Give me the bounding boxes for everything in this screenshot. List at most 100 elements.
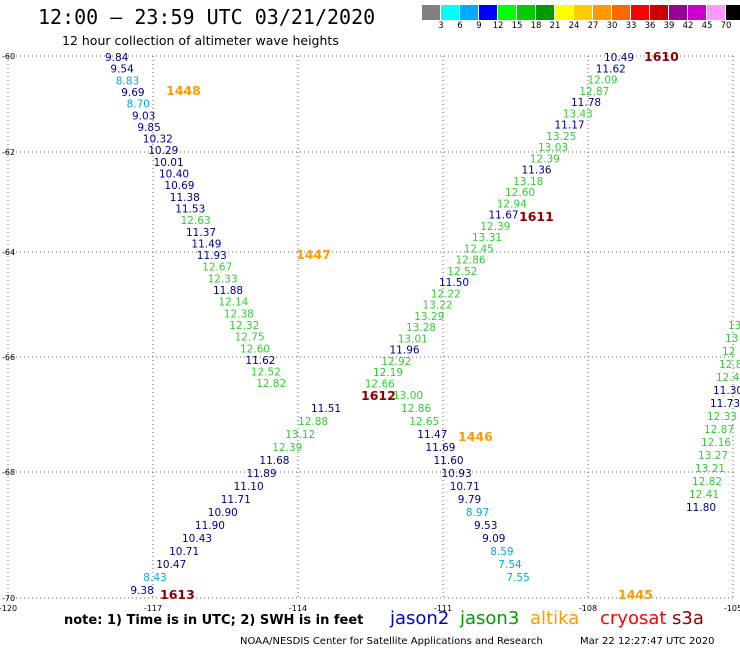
swh-value: 7.55 bbox=[506, 572, 529, 584]
swh-value: 12.39 bbox=[480, 221, 510, 233]
swh-value: 9.69 bbox=[121, 87, 144, 99]
swh-value: 12.14 bbox=[218, 297, 248, 309]
swh-value: 13.31 bbox=[472, 232, 502, 244]
legend-swatch bbox=[536, 5, 555, 20]
swh-value: 10.69 bbox=[164, 180, 194, 192]
swh-value: 11.10 bbox=[234, 481, 264, 493]
swh-value: 11.71 bbox=[221, 494, 251, 506]
swh-value: 11.62 bbox=[596, 63, 626, 75]
legend-swatch bbox=[631, 5, 650, 20]
swh-value: 11.36 bbox=[522, 165, 552, 177]
swh-value: 8.83 bbox=[116, 75, 139, 87]
legend-label: 36 bbox=[644, 21, 656, 31]
legend-swatch bbox=[593, 5, 612, 20]
generated-timestamp: Mar 22 12:27:47 UTC 2020 bbox=[580, 636, 715, 647]
swh-value: 12.87 bbox=[579, 86, 609, 98]
swh-value: 11.89 bbox=[247, 468, 277, 480]
swh-value: 12.88 bbox=[298, 416, 328, 428]
swh-value: 10.71 bbox=[450, 481, 480, 493]
swh-value: 9.03 bbox=[132, 110, 155, 122]
credit-line: NOAA/NESDIS Center for Satellite Applica… bbox=[240, 636, 543, 647]
swh-value: 12.86 bbox=[456, 255, 486, 267]
lon-label: -105 bbox=[724, 604, 740, 613]
swh-value: 11.50 bbox=[439, 277, 469, 289]
legend-label: 18 bbox=[530, 21, 542, 31]
lat-label: -66 bbox=[2, 353, 15, 362]
swh-value: 10.90 bbox=[208, 507, 238, 519]
pass-time-label: 1611 bbox=[519, 209, 554, 224]
legend-swatch bbox=[707, 5, 726, 20]
legend-label: 42 bbox=[682, 21, 694, 31]
swh-value: 12.82 bbox=[256, 378, 286, 390]
lon-label: -120 bbox=[0, 604, 17, 613]
legend-label: 39 bbox=[663, 21, 675, 31]
swh-value: 13.29 bbox=[414, 311, 444, 323]
swh-value: 12.09 bbox=[588, 75, 618, 87]
swh-value: 12.4 bbox=[716, 372, 740, 384]
swh-value: 9.54 bbox=[110, 64, 134, 76]
swh-value: 10.01 bbox=[154, 157, 184, 169]
legend-label: 24 bbox=[568, 21, 580, 31]
swh-value: 12.66 bbox=[365, 378, 395, 390]
swh-value: 8.97 bbox=[466, 507, 489, 519]
legend-swatch bbox=[726, 5, 740, 20]
swh-value: 13 bbox=[725, 333, 738, 345]
swh-value: 12.33 bbox=[707, 411, 737, 423]
pass-time-label: 1447 bbox=[296, 247, 331, 262]
legend-swatch bbox=[517, 5, 536, 20]
legend-swatch bbox=[479, 5, 498, 20]
swh-value: 11.96 bbox=[390, 345, 420, 357]
legend-swatch bbox=[669, 5, 688, 20]
legend-label: 33 bbox=[625, 21, 637, 31]
swh-value: 12.63 bbox=[181, 215, 211, 227]
swh-value: 12.33 bbox=[208, 273, 238, 285]
pass-time-label: 1612 bbox=[361, 388, 396, 403]
swh-value: 12.94 bbox=[497, 198, 527, 210]
pass-time-label: 1610 bbox=[644, 49, 679, 64]
pass-time-label: 1448 bbox=[166, 83, 201, 98]
swh-value: 12.16 bbox=[701, 437, 731, 449]
swh-value: 12 bbox=[722, 346, 735, 358]
swh-value: 12.65 bbox=[409, 416, 439, 428]
swh-value: 9.09 bbox=[482, 533, 505, 545]
swh-value: 8.59 bbox=[490, 546, 513, 558]
swh-value: 12.52 bbox=[251, 367, 281, 379]
swh-value: 12.39 bbox=[530, 153, 560, 165]
swh-value: 11.78 bbox=[571, 97, 601, 109]
swh-value: 12.60 bbox=[240, 343, 270, 355]
legend-swatch bbox=[612, 5, 631, 20]
swh-value: 12.19 bbox=[373, 367, 403, 379]
swh-value: 9.79 bbox=[458, 494, 481, 506]
swh-value: 11.90 bbox=[195, 520, 225, 532]
swh-value: 11.60 bbox=[434, 455, 464, 467]
swh-value: 9.53 bbox=[474, 520, 497, 532]
swh-value: 12.87 bbox=[704, 424, 734, 436]
swh-value: 11.38 bbox=[170, 192, 200, 204]
legend-label: 70 bbox=[720, 21, 732, 31]
legend-label: 3 bbox=[438, 21, 444, 31]
swh-value: 7.54 bbox=[498, 559, 522, 571]
swh-value: 12.86 bbox=[401, 403, 431, 415]
swh-value: 13.03 bbox=[538, 142, 568, 154]
legend-swatch bbox=[688, 5, 707, 20]
swh-value: 12.67 bbox=[202, 262, 232, 274]
swh-value: 12.82 bbox=[692, 476, 722, 488]
swh-value: 12.38 bbox=[224, 308, 254, 320]
legend-swatch bbox=[422, 5, 441, 20]
swh-value: 12.60 bbox=[505, 187, 535, 199]
legend-label: 15 bbox=[511, 21, 523, 31]
swh-value: 13.00 bbox=[393, 390, 423, 402]
swh-value: 13.25 bbox=[546, 131, 576, 143]
swh-value: 13.21 bbox=[695, 463, 725, 475]
swh-value: 13.01 bbox=[398, 333, 428, 345]
satellite-cryosat: cryosat bbox=[600, 608, 667, 629]
satellite-jason3: jason3 bbox=[460, 608, 520, 629]
swh-value: 9.38 bbox=[130, 585, 153, 597]
swh-value: 12.75 bbox=[235, 332, 265, 344]
swh-value: 13.12 bbox=[285, 429, 315, 441]
pass-time-label: 1445 bbox=[618, 587, 653, 602]
swh-value: 11.17 bbox=[555, 120, 585, 132]
swh-value: 8.43 bbox=[143, 572, 166, 584]
swh-value: 12.45 bbox=[464, 243, 494, 255]
swh-value: 10.40 bbox=[159, 169, 189, 181]
